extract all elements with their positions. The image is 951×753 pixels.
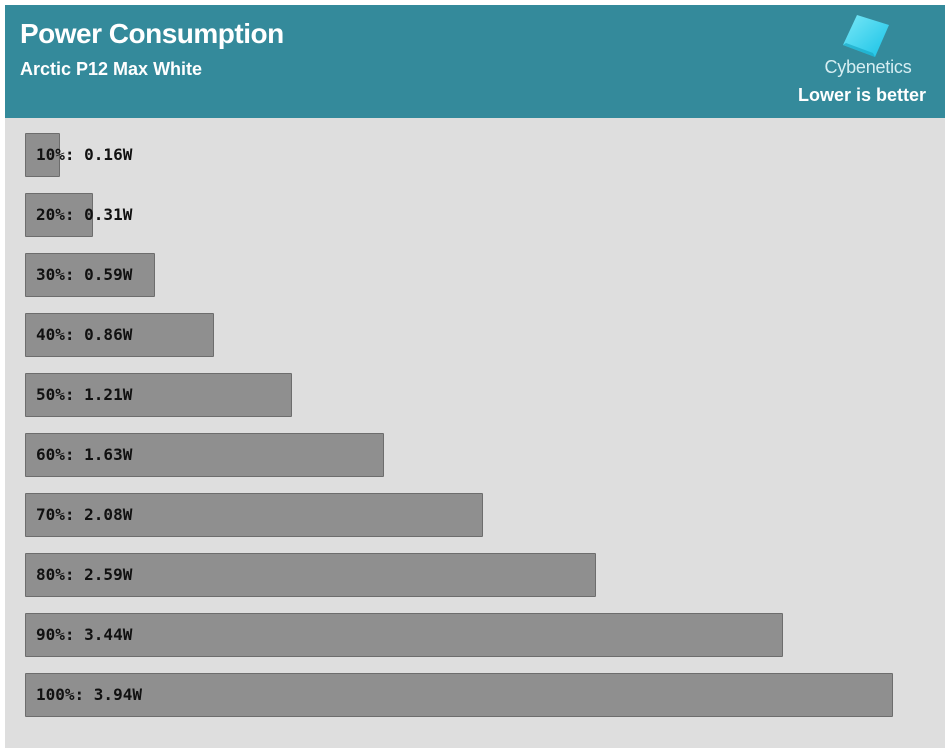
bar: [25, 133, 60, 177]
bar-label: 40%: 0.86W: [36, 325, 133, 344]
logo-diamond-icon: [843, 15, 889, 57]
bar-label: 70%: 2.08W: [36, 505, 133, 524]
bar-label: 80%: 2.59W: [36, 565, 133, 584]
bar: [25, 553, 596, 597]
bar-label: 60%: 1.63W: [36, 445, 133, 464]
chart-subtitle: Arctic P12 Max White: [20, 59, 203, 79]
bar-label: 30%: 0.59W: [36, 265, 133, 284]
bar-label: 50%: 1.21W: [36, 385, 133, 404]
bar: [25, 373, 292, 417]
bar-label: 20%: 0.31W: [36, 205, 133, 224]
bar-label: 10%: 0.16W: [36, 145, 133, 164]
bar: [25, 313, 214, 357]
chart-header: Power Consumption Arctic P12 Max White C…: [5, 5, 945, 118]
logo-brand-text: Cybenetics: [824, 57, 912, 77]
chart-frame: Power Consumption Arctic P12 Max White C…: [5, 5, 945, 748]
bar: [25, 253, 155, 297]
bar: [25, 673, 893, 717]
lower-is-better-note: Lower is better: [797, 85, 926, 105]
cybenetics-logo: Cybenetics: [813, 13, 923, 77]
bar-label: 100%: 3.94W: [36, 685, 142, 704]
bar: [25, 493, 483, 537]
chart-title: Power Consumption: [20, 18, 284, 49]
bar-chart: 10%: 0.16W 20%: 0.31W 30%: 0.59W 40%: 0.86W…: [5, 118, 945, 748]
bar: [25, 193, 93, 237]
bar: [25, 613, 783, 657]
bar: [25, 433, 384, 477]
bar-label: 90%: 3.44W: [36, 625, 133, 644]
